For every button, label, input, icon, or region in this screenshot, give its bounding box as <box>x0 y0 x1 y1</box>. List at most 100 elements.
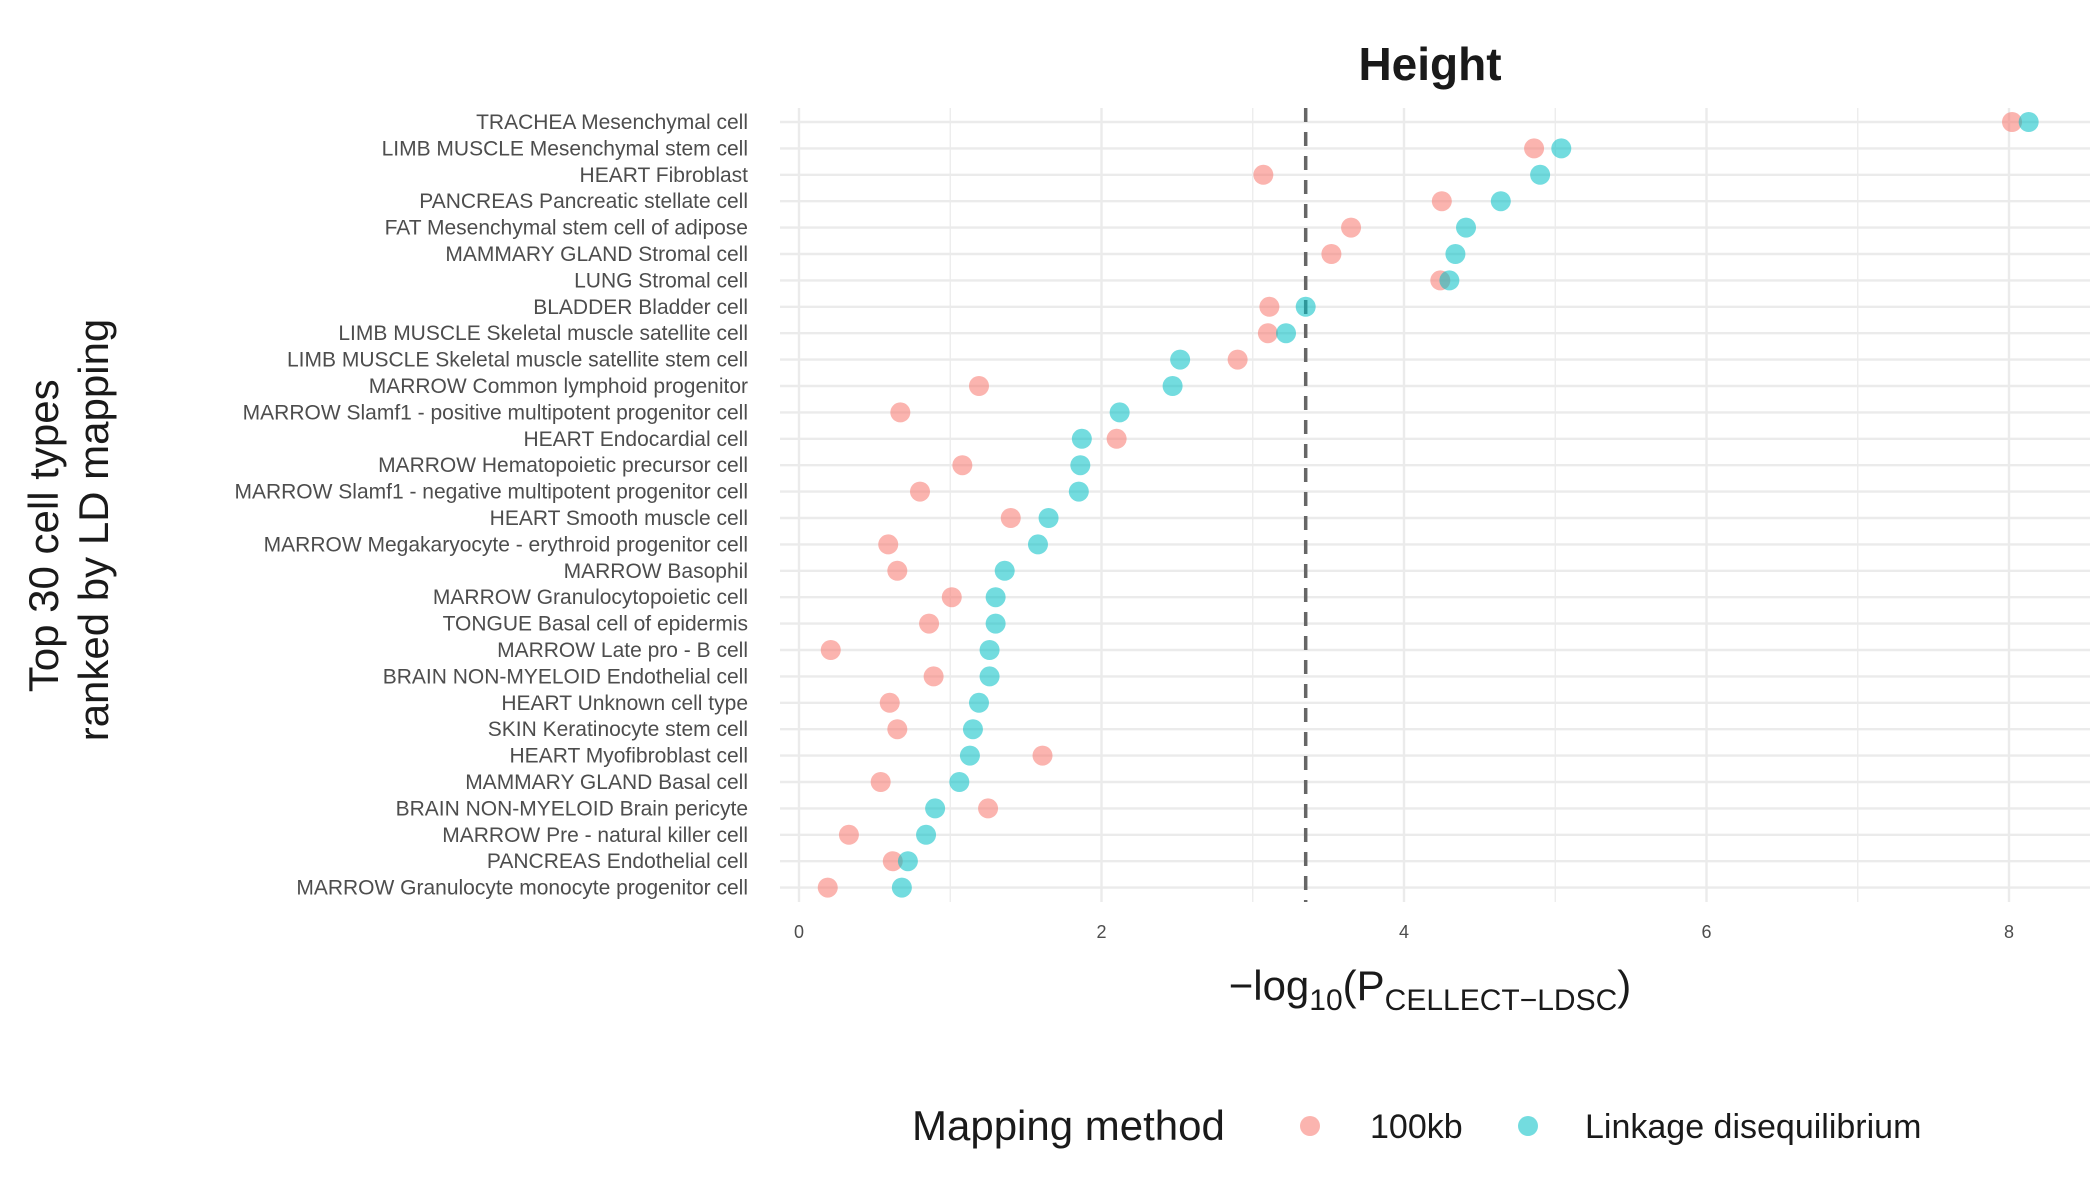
point-ld <box>1068 481 1089 502</box>
point-100kb <box>2002 112 2023 132</box>
category-label: MARROW Slamf1 - positive multipotent pro… <box>243 401 748 424</box>
category-label: MARROW Hematopoietic precursor cell <box>378 454 748 477</box>
grid-lines <box>780 108 2090 902</box>
point-ld <box>1551 138 1572 159</box>
point-100kb <box>923 666 944 687</box>
category-label: HEART Smooth muscle cell <box>490 507 748 530</box>
point-ld <box>1027 534 1048 555</box>
point-ld <box>949 772 970 792</box>
x-tick-label: 6 <box>1701 922 1711 942</box>
point-ld <box>1109 402 1130 423</box>
point-100kb <box>968 376 989 396</box>
legend-label-ld: Linkage disequilibrium <box>1585 1108 1921 1146</box>
legend-marker-ld <box>1518 1116 1538 1136</box>
point-100kb <box>1000 508 1021 528</box>
x-tick-label: 4 <box>1399 922 1409 942</box>
point-ld <box>1038 508 1059 528</box>
point-100kb <box>1259 296 1280 317</box>
category-label: FAT Mesenchymal stem cell of adipose <box>385 217 748 240</box>
point-100kb <box>887 719 908 740</box>
category-label: MARROW Granulocyte monocyte progenitor c… <box>296 877 748 900</box>
point-ld <box>2018 112 2039 132</box>
category-label: MAMMARY GLAND Stromal cell <box>445 243 748 266</box>
point-100kb <box>879 692 900 713</box>
point-100kb <box>978 798 999 819</box>
category-label: MAMMARY GLAND Basal cell <box>465 771 748 794</box>
legend-label-100kb: 100kb <box>1370 1108 1463 1146</box>
point-100kb <box>838 824 859 845</box>
category-label: HEART Unknown cell type <box>501 692 748 715</box>
point-100kb <box>878 534 899 555</box>
legend-marker-100kb <box>1300 1116 1320 1136</box>
category-label: MARROW Common lymphoid progenitor <box>369 375 748 398</box>
data-points <box>817 112 2039 898</box>
category-label: PANCREAS Endothelial cell <box>487 850 748 873</box>
point-ld <box>1170 349 1191 370</box>
category-label: MARROW Late pro - B cell <box>497 639 748 662</box>
point-ld <box>959 745 980 766</box>
point-ld <box>962 719 983 740</box>
point-ld <box>979 666 1000 687</box>
point-100kb <box>910 481 930 502</box>
category-label: BRAIN NON-MYELOID Endothelial cell <box>383 665 748 688</box>
point-100kb <box>890 402 911 423</box>
point-ld <box>1162 376 1183 396</box>
category-label: LUNG Stromal cell <box>574 269 748 292</box>
category-label: MARROW Granulocytopoietic cell <box>433 586 748 609</box>
point-ld <box>1295 296 1316 317</box>
category-label: BRAIN NON-MYELOID Brain pericyte <box>396 797 748 820</box>
point-100kb <box>919 613 940 634</box>
point-ld <box>916 824 937 845</box>
point-100kb <box>870 772 891 792</box>
category-label: LIMB MUSCLE Skeletal muscle satellite st… <box>287 349 748 372</box>
category-label: MARROW Slamf1 - negative multipotent pro… <box>234 481 748 504</box>
point-ld <box>1456 217 1477 238</box>
category-label: HEART Myofibroblast cell <box>510 745 748 768</box>
point-100kb <box>1431 191 1452 212</box>
point-ld <box>1530 164 1551 185</box>
point-100kb <box>1032 745 1053 766</box>
point-ld <box>891 877 912 898</box>
category-label: TRACHEA Mesenchymal cell <box>476 111 748 134</box>
point-ld <box>1071 428 1092 449</box>
category-label: HEART Endocardial cell <box>524 428 749 451</box>
category-label: LIMB MUSCLE Skeletal muscle satellite ce… <box>338 322 748 345</box>
chart-title: Height <box>1358 38 1501 90</box>
category-label: MARROW Megakaryocyte - erythroid progeni… <box>264 533 748 556</box>
x-tick-label: 8 <box>2004 922 2014 942</box>
category-label: SKIN Keratinocyte stem cell <box>488 718 748 741</box>
point-100kb <box>952 455 973 476</box>
point-ld <box>1490 191 1511 212</box>
category-label: BLADDER Bladder cell <box>533 296 748 319</box>
point-100kb <box>1257 323 1278 344</box>
legend-title: Mapping method <box>912 1102 1225 1149</box>
point-100kb <box>1321 244 1342 264</box>
point-ld <box>985 587 1006 608</box>
category-label: TONGUE Basal cell of epidermis <box>443 613 748 636</box>
point-100kb <box>882 851 903 872</box>
point-100kb <box>887 560 908 581</box>
point-ld <box>1276 323 1297 344</box>
category-label: MARROW Pre - natural killer cell <box>442 824 748 847</box>
category-labels: TRACHEA Mesenchymal cell LIMB MUSCLE Mese… <box>234 111 748 900</box>
point-ld <box>994 560 1015 581</box>
point-100kb <box>1227 349 1248 370</box>
point-100kb <box>817 877 838 898</box>
category-label: HEART Fibroblast <box>580 164 749 187</box>
point-ld <box>1070 455 1091 476</box>
point-ld <box>979 640 1000 660</box>
point-100kb <box>941 587 962 608</box>
point-ld <box>968 692 989 713</box>
x-tick-labels: 0 2 4 6 8 <box>794 922 2014 942</box>
point-100kb <box>820 640 841 660</box>
point-ld <box>1445 244 1466 264</box>
point-100kb <box>1253 164 1274 185</box>
x-tick-label: 2 <box>1096 922 1106 942</box>
point-ld <box>1439 270 1460 291</box>
point-ld <box>985 613 1006 634</box>
x-axis-title: −log10(PCELLECT−LDSC) <box>1229 962 1632 1017</box>
category-label: PANCREAS Pancreatic stellate cell <box>419 190 748 213</box>
category-label: MARROW Basophil <box>564 560 748 583</box>
x-tick-label: 0 <box>794 922 804 942</box>
